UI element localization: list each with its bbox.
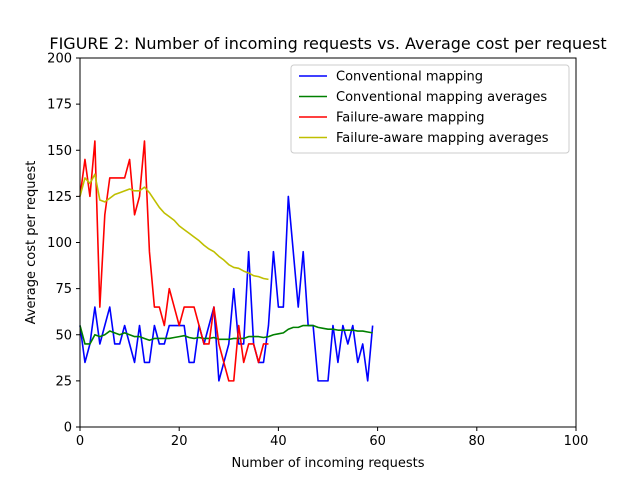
y-tick-label: 125 [47, 190, 72, 205]
y-tick-label: 50 [55, 328, 72, 343]
x-tick-label: 80 [469, 434, 486, 449]
x-tick-label: 40 [270, 434, 287, 449]
y-tick-label: 100 [47, 236, 72, 251]
y-axis-label: Average cost per request [24, 161, 39, 325]
plot-lines [79, 140, 374, 382]
x-tick-label: 60 [369, 434, 386, 449]
y-tick-label: 200 [47, 52, 72, 67]
legend-entry: Conventional mapping [336, 70, 483, 85]
x-tick-label: 100 [564, 434, 589, 449]
legend-entry: Conventional mapping averages [336, 90, 547, 105]
x-tick-label: 20 [171, 434, 188, 449]
chart-title: FIGURE 2: Number of incoming requests vs… [49, 34, 606, 53]
y-tick-label: 0 [64, 421, 72, 436]
x-tick-label: 0 [76, 434, 84, 449]
series-line-2 [79, 324, 373, 345]
series-line-1 [79, 195, 374, 382]
legend-entry: Failure-aware mapping averages [336, 131, 549, 146]
legend-box [290, 64, 570, 154]
y-tick-label: 150 [47, 144, 72, 159]
y-tick-label: 175 [47, 98, 72, 113]
legend: Conventional mapping Conventional mapping… [290, 64, 570, 154]
series-line-3 [79, 140, 269, 382]
series-line-4 [79, 173, 269, 281]
y-tick-label: 75 [55, 282, 72, 297]
legend-entry: Failure-aware mapping [336, 111, 484, 126]
x-axis-label: Number of incoming requests [231, 456, 424, 471]
y-axis-ticks: 0 25 50 75 100 125 150 175 200 [47, 52, 80, 436]
x-axis-ticks: 0 20 40 60 80 100 [76, 427, 589, 449]
y-tick-label: 25 [55, 374, 72, 389]
